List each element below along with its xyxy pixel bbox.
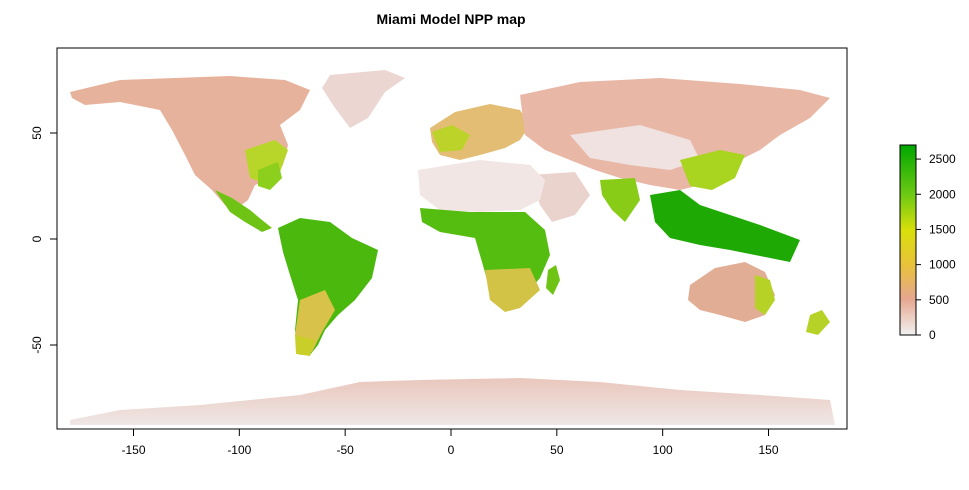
y-tick-label: 0 — [30, 235, 44, 242]
legend: 0 500 1000 1500 2000 2500 — [899, 144, 956, 342]
x-axis: -150 -100 -50 0 50 100 150 — [121, 428, 779, 457]
north-america-southeast-green — [258, 162, 282, 190]
legend-tick-label: 2500 — [929, 152, 956, 166]
x-tick-label: -50 — [336, 443, 354, 457]
central-america-region — [215, 190, 272, 232]
y-tick-label: 50 — [30, 126, 44, 140]
southeast-asia-green — [650, 190, 800, 262]
legend-tick-label: 500 — [929, 293, 949, 307]
legend-colorbar — [899, 144, 917, 336]
x-tick-label: 100 — [653, 443, 673, 457]
patagonia-tip — [295, 335, 315, 356]
antarctica-region — [70, 378, 835, 425]
x-tick-label: 50 — [550, 443, 564, 457]
europe-west-green — [432, 125, 470, 152]
southern-africa-region — [485, 268, 540, 312]
map-title: Miami Model NPP map — [376, 11, 525, 27]
x-tick-label: 0 — [448, 443, 455, 457]
australia-east-green — [755, 275, 775, 315]
australia-region — [688, 262, 775, 322]
world-npp-raster — [70, 70, 835, 425]
legend-tick-label: 1500 — [929, 222, 956, 236]
greenland-region — [322, 70, 405, 128]
east-asia-green — [680, 150, 745, 190]
asia-region — [520, 78, 830, 190]
legend-tick-label: 0 — [929, 328, 936, 342]
legend-tick-label: 1000 — [929, 258, 956, 272]
central-asia-pale — [570, 125, 700, 170]
madagascar-region — [546, 265, 560, 295]
north-africa-sahara — [418, 160, 545, 212]
new-zealand-region — [806, 310, 830, 335]
y-axis: 50 0 -50 — [30, 126, 58, 354]
x-tick-label: 150 — [758, 443, 778, 457]
south-america-region — [278, 218, 378, 355]
arabia-region — [530, 172, 590, 222]
x-tick-label: -150 — [121, 443, 145, 457]
legend-tick-label: 2000 — [929, 187, 956, 201]
x-tick-label: -100 — [227, 443, 251, 457]
y-tick-label: -50 — [30, 336, 44, 354]
south-asia-green — [600, 178, 640, 222]
